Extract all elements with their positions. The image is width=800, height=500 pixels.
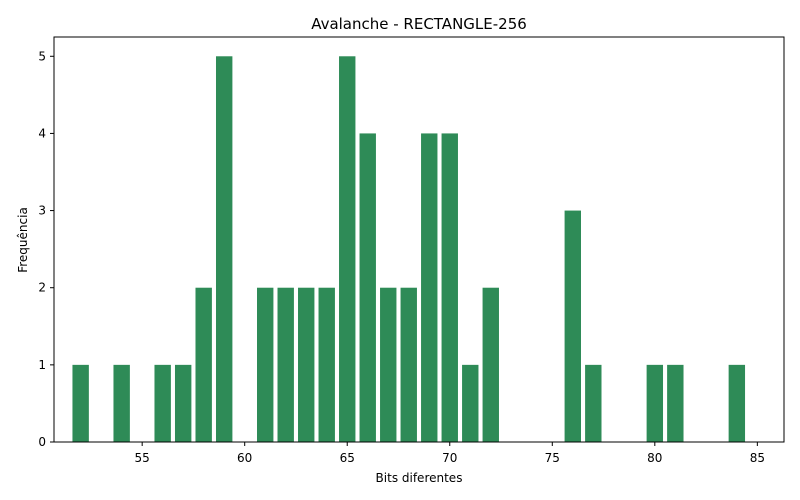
bars-group — [72, 56, 746, 443]
bar-61 — [257, 287, 274, 442]
bar-80 — [646, 364, 664, 442]
bar-66 — [359, 133, 376, 442]
bar-70 — [441, 133, 458, 442]
x-axis: 55 60 65 70 75 80 85 — [135, 442, 765, 465]
plot-frame — [53, 36, 785, 443]
bar-71 — [462, 364, 479, 442]
bar-56 — [154, 364, 171, 442]
bar-64 — [318, 287, 335, 442]
y-axis-label: Frequência — [16, 207, 30, 273]
bar-52 — [72, 364, 89, 442]
bar-62 — [277, 287, 294, 442]
x-tick-label: 60 — [237, 451, 252, 465]
y-tick-label: 0 — [38, 435, 46, 449]
bar-65 — [339, 56, 356, 443]
y-tick-label: 3 — [38, 204, 46, 218]
bar-58 — [195, 287, 212, 442]
bar-59 — [215, 56, 233, 443]
y-tick-label: 4 — [38, 126, 46, 140]
bar-63 — [298, 287, 315, 442]
y-tick-label: 1 — [38, 358, 46, 372]
bar-76 — [564, 210, 581, 442]
x-tick-label: 70 — [442, 451, 457, 465]
bar-69 — [421, 133, 438, 442]
x-tick-label: 55 — [135, 451, 150, 465]
x-axis-label: Bits diferentes — [376, 471, 463, 485]
y-tick-label: 5 — [38, 49, 46, 63]
y-tick-label: 2 — [38, 281, 46, 295]
x-tick-label: 80 — [647, 451, 662, 465]
bar-84 — [728, 364, 746, 442]
x-tick-label: 65 — [340, 451, 355, 465]
bar-77 — [585, 364, 602, 442]
bar-57 — [174, 364, 192, 442]
bar-68 — [400, 287, 417, 442]
bar-67 — [380, 287, 397, 442]
y-axis: 0 1 2 3 4 5 — [38, 49, 54, 449]
bar-54 — [113, 364, 130, 442]
x-tick-label: 75 — [545, 451, 560, 465]
bar-81 — [667, 364, 684, 442]
bar-72 — [482, 287, 499, 442]
x-tick-label: 85 — [750, 451, 765, 465]
chart-title: Avalanche - RECTANGLE-256 — [311, 15, 527, 33]
